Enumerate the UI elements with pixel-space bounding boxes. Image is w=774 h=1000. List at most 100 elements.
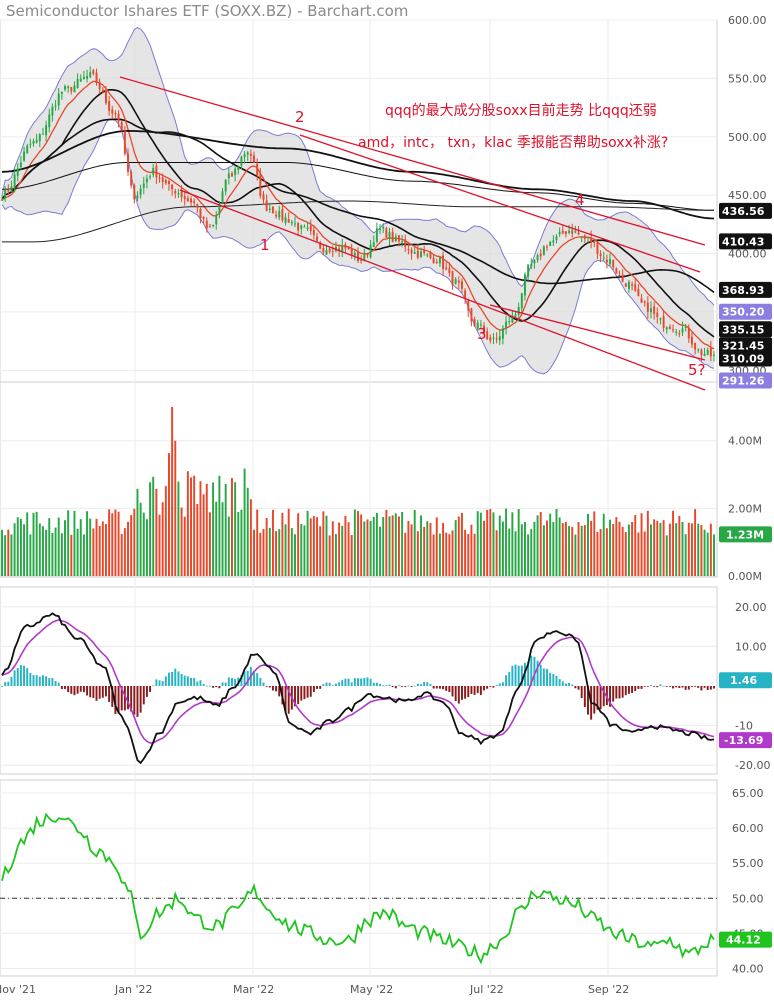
- volume-bar: [454, 520, 457, 576]
- macd-histogram-bar: [202, 684, 205, 686]
- candle-body: [142, 183, 145, 188]
- candle-body: [32, 140, 35, 144]
- macd-histogram-bar: [246, 670, 249, 686]
- macd-histogram-bar: [221, 682, 224, 686]
- macd-histogram-bar: [142, 685, 145, 705]
- macd-histogram-bar: [347, 678, 350, 686]
- macd-histogram-bar: [690, 685, 693, 687]
- candle-body: [514, 314, 517, 317]
- macd-histogram-bar: [331, 685, 334, 686]
- candle-body: [369, 244, 372, 258]
- price-badge-label: 335.15: [722, 323, 764, 336]
- candle-body: [416, 250, 419, 258]
- macd-histogram-bar: [294, 685, 296, 707]
- volume-bar: [574, 534, 577, 576]
- candle-body: [580, 236, 583, 238]
- volume-layer: [1, 406, 715, 576]
- wave-label-1: 1: [260, 236, 270, 254]
- macd-histogram-bar: [564, 683, 567, 686]
- candle-body: [593, 242, 596, 244]
- volume-bar: [709, 523, 712, 576]
- volume-bar: [158, 514, 161, 576]
- wave-label-4: 4: [575, 191, 585, 209]
- macd-histogram-bar: [316, 685, 319, 689]
- volume-bar: [665, 535, 668, 576]
- candle-body: [650, 308, 652, 313]
- volume-bar: [479, 512, 482, 576]
- candle-body: [1, 199, 3, 201]
- candle-body: [117, 113, 120, 122]
- candle-body: [281, 208, 284, 221]
- candle-body: [615, 268, 618, 274]
- volume-bar: [483, 520, 485, 576]
- volume-bar: [231, 478, 233, 576]
- candle-body: [208, 226, 211, 228]
- macd-histogram-bar: [344, 678, 347, 686]
- macd-histogram-bar: [505, 675, 508, 686]
- macd-histogram-bar: [174, 668, 177, 686]
- macd-histogram-bar: [130, 685, 133, 712]
- volume-bar: [130, 515, 133, 576]
- volume-bar: [136, 488, 139, 576]
- volume-bar: [4, 535, 7, 576]
- volume-bar: [82, 534, 85, 576]
- volume-bar: [101, 521, 104, 576]
- candle-body: [202, 216, 205, 219]
- volume-bar: [624, 532, 627, 576]
- volume-bar: [98, 525, 101, 576]
- macd-histogram-bar: [199, 680, 202, 686]
- macd-histogram-bar: [650, 684, 652, 686]
- volume-bar: [375, 512, 378, 576]
- macd-histogram-bar: [145, 685, 148, 697]
- candle-body: [533, 260, 536, 264]
- volume-bar: [631, 521, 634, 576]
- volume-bar: [161, 502, 164, 576]
- candle-body: [520, 293, 523, 309]
- volume-bar: [237, 512, 240, 576]
- candle-body: [457, 280, 460, 283]
- candle-body: [70, 86, 73, 92]
- candle-body: [602, 257, 605, 259]
- candle-body: [89, 72, 92, 78]
- candle-body: [552, 240, 555, 243]
- volume-bar: [467, 533, 470, 576]
- candle-body: [186, 198, 189, 201]
- volume-bar: [416, 531, 419, 576]
- macd-histogram-bar: [678, 685, 681, 688]
- volume-bar: [271, 509, 274, 576]
- candle-body: [709, 348, 712, 357]
- candle-body: [240, 156, 243, 166]
- bollinger-upper-line: [1, 27, 715, 306]
- volume-bar: [199, 481, 202, 576]
- candle-body: [713, 354, 715, 356]
- bollinger-lower-line: [1, 118, 715, 375]
- macd-histogram-bar: [215, 685, 218, 688]
- macd-histogram-bar: [542, 668, 545, 686]
- macd-histogram-bar: [35, 675, 38, 686]
- candle-body: [38, 134, 41, 142]
- candle-body: [309, 225, 312, 232]
- macd-histogram-bar: [319, 685, 322, 689]
- volume-bar: [331, 521, 334, 576]
- volume-bar: [168, 453, 170, 576]
- volume-bar: [29, 534, 32, 576]
- volume-bar: [95, 518, 98, 576]
- volume-bar: [89, 518, 92, 576]
- macd-histogram-bar: [212, 685, 215, 688]
- candle-body: [190, 198, 192, 203]
- candle-body: [637, 288, 640, 297]
- candle-body: [627, 281, 630, 289]
- candle-body: [41, 133, 44, 135]
- volume-panel-frame: [0, 381, 718, 578]
- macd-histogram-bar: [284, 685, 287, 712]
- macd-histogram-bar: [133, 685, 136, 715]
- volume-bar: [328, 535, 331, 576]
- macd-histogram-bar: [171, 671, 174, 686]
- volume-bar: [19, 518, 22, 576]
- volume-bar: [489, 509, 492, 576]
- volume-bar: [546, 520, 548, 576]
- macd-histogram-bar: [48, 678, 51, 686]
- price-tick-label: 500.00: [728, 131, 767, 144]
- volume-bar: [451, 530, 454, 576]
- volume-bar: [404, 532, 407, 576]
